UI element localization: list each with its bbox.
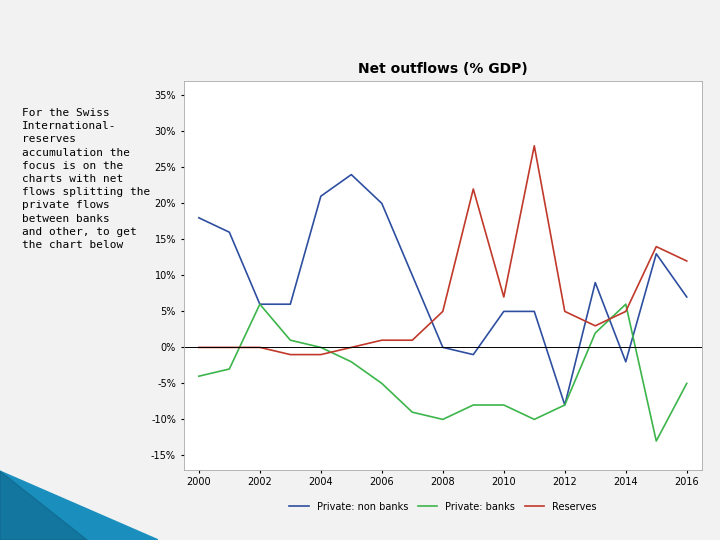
Private: non banks: (2e+03, 24): non banks: (2e+03, 24) bbox=[347, 171, 356, 178]
Private: banks: (2.01e+03, -8): banks: (2.01e+03, -8) bbox=[469, 402, 477, 408]
Reserves bbox=[683, 258, 691, 264]
Line: Private: banks: Private: banks bbox=[199, 304, 687, 441]
Private: banks: (2.01e+03, -8): banks: (2.01e+03, -8) bbox=[500, 402, 508, 408]
Private: banks: (2.01e+03, 2): banks: (2.01e+03, 2) bbox=[591, 330, 600, 336]
Private: banks: (2.01e+03, 6): banks: (2.01e+03, 6) bbox=[621, 301, 630, 307]
Private: banks: (2e+03, 0): banks: (2e+03, 0) bbox=[317, 344, 325, 350]
Reserves bbox=[652, 244, 660, 250]
Private: banks: (2e+03, -4): banks: (2e+03, -4) bbox=[194, 373, 203, 380]
Private: banks: (2.01e+03, -5): banks: (2.01e+03, -5) bbox=[377, 380, 386, 387]
Reserves bbox=[286, 352, 294, 358]
Private: non banks: (2.01e+03, 9): non banks: (2.01e+03, 9) bbox=[591, 279, 600, 286]
Legend: Private: non banks, Private: banks, Reserves: Private: non banks, Private: banks, Rese… bbox=[286, 498, 600, 516]
Private: banks: (2.01e+03, -10): banks: (2.01e+03, -10) bbox=[438, 416, 447, 423]
Private: non banks: (2.01e+03, -8): non banks: (2.01e+03, -8) bbox=[560, 402, 569, 408]
Title: Net outflows (% GDP): Net outflows (% GDP) bbox=[358, 62, 528, 76]
Text: For the Swiss
International-
reserves
accumulation the
focus is on the
charts wi: For the Swiss International- reserves ac… bbox=[22, 108, 150, 250]
Reserves bbox=[530, 143, 539, 149]
Reserves bbox=[621, 308, 630, 315]
Private: non banks: (2e+03, 6): non banks: (2e+03, 6) bbox=[256, 301, 264, 307]
Private: banks: (2.02e+03, -5): banks: (2.02e+03, -5) bbox=[683, 380, 691, 387]
Private: non banks: (2.02e+03, 7): non banks: (2.02e+03, 7) bbox=[683, 294, 691, 300]
Reserves bbox=[194, 344, 203, 350]
Reserves bbox=[560, 308, 569, 315]
Private: banks: (2.01e+03, -9): banks: (2.01e+03, -9) bbox=[408, 409, 417, 415]
Reserves bbox=[347, 344, 356, 350]
Private: non banks: (2.01e+03, 20): non banks: (2.01e+03, 20) bbox=[377, 200, 386, 207]
Private: non banks: (2.01e+03, 10): non banks: (2.01e+03, 10) bbox=[408, 272, 417, 279]
Reserves bbox=[438, 308, 447, 315]
Private: non banks: (2.01e+03, -1): non banks: (2.01e+03, -1) bbox=[469, 352, 477, 358]
Private: banks: (2e+03, -2): banks: (2e+03, -2) bbox=[347, 359, 356, 365]
Reserves bbox=[500, 294, 508, 300]
Line: Reserves: Reserves bbox=[199, 146, 687, 355]
Private: non banks: (2e+03, 16): non banks: (2e+03, 16) bbox=[225, 229, 234, 235]
Private: non banks: (2e+03, 21): non banks: (2e+03, 21) bbox=[317, 193, 325, 199]
Reserves bbox=[256, 344, 264, 350]
Private: banks: (2.02e+03, -13): banks: (2.02e+03, -13) bbox=[652, 438, 660, 444]
Line: Private: non banks: Private: non banks bbox=[199, 174, 687, 405]
Private: non banks: (2.01e+03, 5): non banks: (2.01e+03, 5) bbox=[500, 308, 508, 315]
Private: non banks: (2.01e+03, 0): non banks: (2.01e+03, 0) bbox=[438, 344, 447, 350]
Private: non banks: (2e+03, 6): non banks: (2e+03, 6) bbox=[286, 301, 294, 307]
Reserves bbox=[469, 186, 477, 192]
Polygon shape bbox=[0, 471, 87, 540]
Private: non banks: (2.01e+03, -2): non banks: (2.01e+03, -2) bbox=[621, 359, 630, 365]
Reserves bbox=[225, 344, 234, 350]
Reserves bbox=[377, 337, 386, 343]
Private: non banks: (2e+03, 18): non banks: (2e+03, 18) bbox=[194, 214, 203, 221]
Private: banks: (2.01e+03, -10): banks: (2.01e+03, -10) bbox=[530, 416, 539, 423]
Reserves bbox=[317, 352, 325, 358]
Private: non banks: (2.01e+03, 5): non banks: (2.01e+03, 5) bbox=[530, 308, 539, 315]
Private: banks: (2e+03, 1): banks: (2e+03, 1) bbox=[286, 337, 294, 343]
Reserves bbox=[408, 337, 417, 343]
Private: banks: (2.01e+03, -8): banks: (2.01e+03, -8) bbox=[560, 402, 569, 408]
Private: banks: (2e+03, 6): banks: (2e+03, 6) bbox=[256, 301, 264, 307]
Reserves bbox=[591, 322, 600, 329]
Private: banks: (2e+03, -3): banks: (2e+03, -3) bbox=[225, 366, 234, 372]
Polygon shape bbox=[0, 471, 158, 540]
Private: non banks: (2.02e+03, 13): non banks: (2.02e+03, 13) bbox=[652, 251, 660, 257]
